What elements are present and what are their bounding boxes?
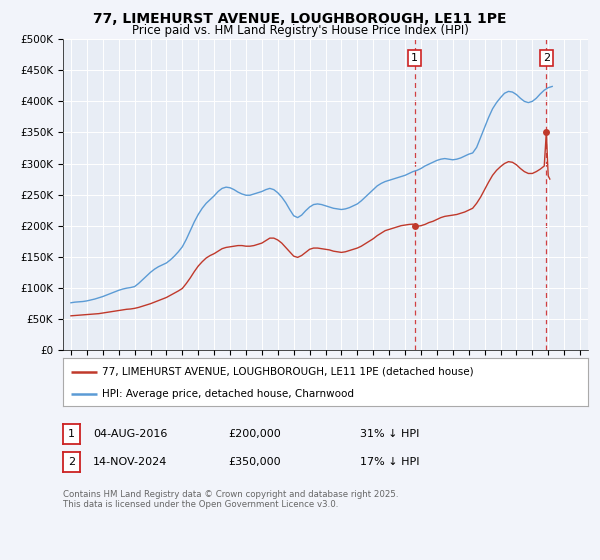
Text: £350,000: £350,000 [228, 457, 281, 467]
Text: Contains HM Land Registry data © Crown copyright and database right 2025.
This d: Contains HM Land Registry data © Crown c… [63, 490, 398, 510]
Text: 1: 1 [68, 429, 75, 439]
Text: 77, LIMEHURST AVENUE, LOUGHBOROUGH, LE11 1PE (detached house): 77, LIMEHURST AVENUE, LOUGHBOROUGH, LE11… [103, 367, 474, 377]
Text: 2: 2 [543, 53, 550, 63]
Text: 77, LIMEHURST AVENUE, LOUGHBOROUGH, LE11 1PE: 77, LIMEHURST AVENUE, LOUGHBOROUGH, LE11… [93, 12, 507, 26]
Text: 17% ↓ HPI: 17% ↓ HPI [360, 457, 419, 467]
Text: 31% ↓ HPI: 31% ↓ HPI [360, 429, 419, 439]
Text: 14-NOV-2024: 14-NOV-2024 [93, 457, 167, 467]
Text: 04-AUG-2016: 04-AUG-2016 [93, 429, 167, 439]
Text: 2: 2 [68, 457, 75, 467]
Text: £200,000: £200,000 [228, 429, 281, 439]
Text: Price paid vs. HM Land Registry's House Price Index (HPI): Price paid vs. HM Land Registry's House … [131, 24, 469, 36]
Text: 1: 1 [411, 53, 418, 63]
Text: HPI: Average price, detached house, Charnwood: HPI: Average price, detached house, Char… [103, 389, 355, 399]
